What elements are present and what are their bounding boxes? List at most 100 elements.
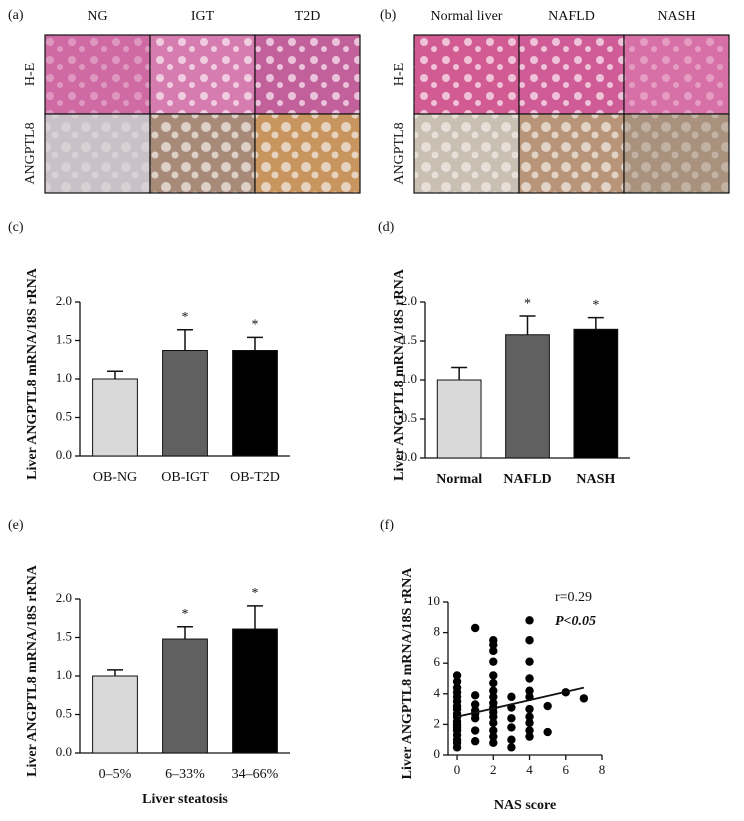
bar xyxy=(92,378,138,457)
y-tick-label: 1.0 xyxy=(56,370,72,385)
scatter-point xyxy=(489,718,498,728)
x-tick-label: 0–5% xyxy=(99,767,132,782)
scatter-point xyxy=(470,623,480,633)
scatter-point xyxy=(525,718,534,728)
row-label: ANGPTL8 xyxy=(23,122,38,184)
micrograph-panel: NG IGT T2D H-E ANGPTL8 xyxy=(23,9,361,194)
micrograph-texture xyxy=(519,114,624,193)
scatter-point xyxy=(543,701,552,711)
y-tick-label: 0 xyxy=(434,746,441,761)
row-label: ANGPTL8 xyxy=(392,122,407,184)
bar xyxy=(232,350,278,457)
y-tick-label: 10 xyxy=(427,593,440,608)
bar xyxy=(573,328,619,459)
error-bar xyxy=(107,370,123,379)
x-tick-label: NASH xyxy=(576,472,615,487)
annotation: P<0.05 xyxy=(555,614,596,629)
y-tick-label: 1.0 xyxy=(401,371,417,386)
scatter-point xyxy=(489,686,498,695)
scatter-point xyxy=(452,683,462,692)
y-tick-label: 1.5 xyxy=(56,331,72,346)
bar xyxy=(92,675,138,754)
y-tick-label: 2.0 xyxy=(401,293,417,308)
micrograph-texture xyxy=(150,114,255,193)
scatter-point xyxy=(489,678,498,688)
y-tick-label: 0.0 xyxy=(56,744,72,759)
micrograph-texture xyxy=(624,114,729,193)
panel-label: (f) xyxy=(380,518,394,533)
y-tick-label: 0.0 xyxy=(401,449,417,464)
bar xyxy=(162,350,208,457)
column-label: IGT xyxy=(191,9,215,24)
panel-label: (d) xyxy=(378,220,395,235)
x-tick-label: 6 xyxy=(563,762,570,777)
scatter-point xyxy=(489,732,498,741)
x-tick-label: 4 xyxy=(526,762,533,777)
x-tick-label: OB-NG xyxy=(93,470,137,485)
y-tick-label: 0.0 xyxy=(56,447,72,462)
row-label: H-E xyxy=(23,63,38,86)
panel-label: (b) xyxy=(380,8,397,23)
error-bar xyxy=(177,328,193,351)
y-tick-label: 2 xyxy=(434,715,441,730)
micrograph-texture xyxy=(624,35,729,114)
micrograph-frame xyxy=(254,113,361,194)
scatter-point xyxy=(525,657,534,666)
y-tick-label: 2.0 xyxy=(56,590,72,605)
scatter-point xyxy=(507,743,516,752)
bar xyxy=(162,638,208,754)
x-tick-label: 0 xyxy=(454,762,461,777)
trend-line xyxy=(456,686,585,718)
panel-label: (c) xyxy=(8,220,24,235)
scatter-point xyxy=(489,671,498,680)
y-tick-label: 0.5 xyxy=(56,705,72,720)
scatter-point xyxy=(452,677,462,686)
scatter-point xyxy=(489,657,498,666)
micrograph-frame xyxy=(623,113,730,194)
error-bar xyxy=(247,605,263,630)
y-axis-label: Liver ANGPTL8 mRNA/18S rRNA xyxy=(25,267,40,480)
panel-label: (e) xyxy=(8,518,24,533)
column-label: NASH xyxy=(657,9,695,24)
y-tick-label: 0.5 xyxy=(401,410,417,425)
micrograph-texture xyxy=(255,114,360,193)
y-tick-label: 1.5 xyxy=(56,628,72,643)
micrograph-texture xyxy=(255,35,360,114)
micrograph-texture xyxy=(45,35,150,114)
scatter-point xyxy=(507,714,516,723)
y-tick-label: 0.5 xyxy=(56,408,72,423)
micrograph-texture xyxy=(414,35,519,114)
significance-marker: * xyxy=(252,586,259,601)
error-bar xyxy=(587,316,604,330)
scatter-point xyxy=(525,636,534,645)
scatter-point xyxy=(525,616,534,625)
scatter-point xyxy=(489,636,498,645)
scatter-point xyxy=(507,692,516,702)
x-tick-label: 6–33% xyxy=(165,767,205,782)
significance-marker: * xyxy=(182,607,189,622)
x-tick-label: NAFLD xyxy=(503,472,551,487)
micrograph-texture xyxy=(150,35,255,114)
scatter-point xyxy=(489,698,498,708)
panel-label: (a) xyxy=(8,8,24,23)
scatter-point xyxy=(525,686,534,695)
scatter-point xyxy=(470,737,480,746)
scatter-point xyxy=(489,646,498,656)
error-bar xyxy=(107,669,123,676)
scatter-point xyxy=(579,694,589,703)
y-axis-label: Liver ANGPTL8 mRNA/18S rRNA xyxy=(25,564,40,777)
bar xyxy=(436,379,482,459)
column-label: NAFLD xyxy=(548,9,595,24)
x-axis-label: Liver steatosis xyxy=(142,792,228,807)
scatter-point xyxy=(525,704,534,714)
scatter-point xyxy=(489,738,498,747)
annotation: r=0.29 xyxy=(555,590,592,605)
micrograph-texture xyxy=(519,35,624,114)
y-tick-label: 2.0 xyxy=(56,293,72,308)
y-tick-label: 1.5 xyxy=(401,332,417,347)
y-tick-label: 8 xyxy=(434,624,441,639)
scatter-point xyxy=(507,723,516,732)
x-tick-label: OB-T2D xyxy=(230,470,280,485)
significance-marker: * xyxy=(592,298,599,313)
